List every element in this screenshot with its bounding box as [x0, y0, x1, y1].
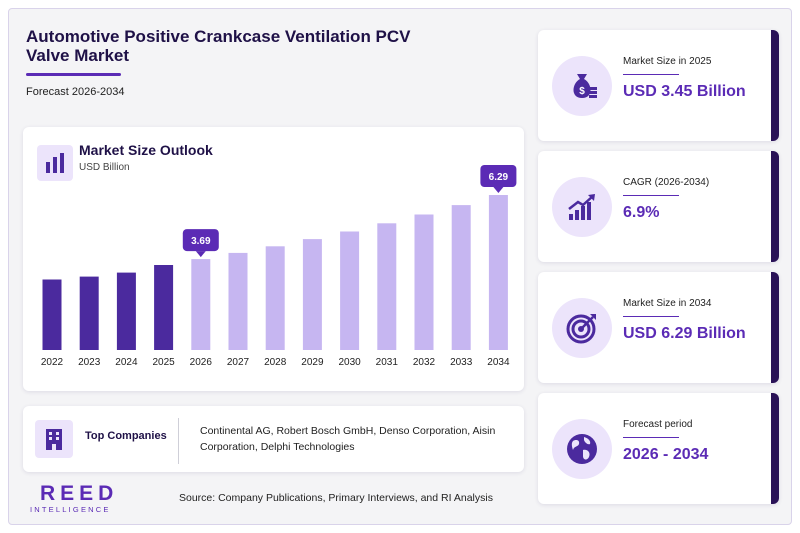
x-tick-label: 2025	[152, 357, 175, 368]
bar-2025	[154, 265, 174, 350]
x-tick-label: 2027	[227, 357, 250, 368]
kpi-underline	[623, 437, 679, 438]
bar-2030	[340, 231, 360, 350]
logo-intelligence: INTELLIGENCE	[30, 505, 111, 514]
data-label: 6.29	[489, 172, 509, 183]
bar-2034	[488, 195, 508, 350]
bar-2032	[414, 214, 434, 350]
title-underline	[26, 73, 121, 76]
data-callout-2026: 3.69	[182, 229, 219, 258]
x-tick-label: 2031	[376, 357, 399, 368]
x-tick-label: 2022	[41, 357, 64, 368]
bar-2026	[191, 259, 211, 350]
logo-reed: REED	[40, 482, 119, 505]
callout-box	[182, 229, 219, 252]
callout-pointer	[493, 187, 504, 193]
page-title: Automotive Positive Crankcase Ventilatio…	[26, 27, 411, 65]
kpi-card-market-size-2034: Market Size in 2034 USD 6.29 Billion	[538, 272, 779, 383]
x-tick-label: 2034	[487, 357, 510, 368]
bar-chart: 2022 2023 2024 2025 2026 2027 2028 2029 2030 2031…	[41, 165, 517, 368]
x-tick-label: 2028	[264, 357, 287, 368]
kpi-label: Market Size in 2025	[623, 56, 712, 67]
data-callout-2034: 6.29	[480, 165, 517, 193]
bar-2023	[79, 276, 99, 350]
money-bag-icon: $	[552, 56, 612, 116]
top-companies-list: Continental AG, Robert Bosch GmbH, Denso…	[200, 425, 496, 453]
divider	[178, 418, 179, 464]
kpi-value: 2026 - 2034	[623, 446, 709, 463]
building-icon	[35, 420, 73, 458]
kpi-underline	[623, 74, 679, 75]
bar-2024	[116, 272, 136, 350]
x-tick-label: 2023	[78, 357, 101, 368]
bar-2029	[302, 239, 322, 350]
kpi-card-market-size-2025: $ Market Size in 2025 USD 3.45 Billion	[538, 30, 779, 141]
x-tick-label: 2032	[413, 357, 436, 368]
chart-card: Market Size Outlook USD Billion 2022 2023…	[23, 127, 524, 391]
x-tick-label: 2033	[450, 357, 473, 368]
kpi-label: Market Size in 2034	[623, 298, 712, 309]
x-tick-label: 2024	[115, 357, 138, 368]
callout-box	[480, 165, 517, 187]
x-tick-label: 2030	[338, 357, 361, 368]
bar-2031	[377, 223, 397, 350]
kpi-card-cagr: CAGR (2026-2034) 6.9%	[538, 151, 779, 262]
kpi-card-forecast-period: Forecast period 2026 - 2034	[538, 393, 779, 504]
source-note: Source: Company Publications, Primary In…	[179, 492, 493, 504]
bar-chart-icon	[37, 145, 73, 181]
kpi-value: USD 6.29 Billion	[623, 325, 746, 342]
callout-pointer	[195, 251, 206, 258]
kpi-accent-bar	[771, 30, 779, 141]
globe-icon	[552, 419, 612, 479]
top-companies-card: Top Companies Continental AG, Robert Bos…	[23, 406, 524, 472]
data-label: 3.69	[191, 236, 211, 247]
bar-2027	[228, 252, 248, 350]
bar-2022	[42, 279, 62, 350]
bar-2033	[451, 205, 471, 350]
x-tick-label: 2026	[190, 357, 213, 368]
kpi-value: 6.9%	[623, 204, 660, 221]
bar-2028	[265, 246, 285, 350]
target-icon	[552, 298, 612, 358]
kpi-underline	[623, 195, 679, 196]
kpi-accent-bar	[771, 151, 779, 262]
kpi-accent-bar	[771, 272, 779, 383]
chart-title: Market Size Outlook	[79, 142, 213, 158]
kpi-value: USD 3.45 Billion	[623, 83, 746, 100]
chart-unit-label: USD Billion	[79, 162, 130, 173]
kpi-label: Forecast period	[623, 419, 693, 430]
kpi-accent-bar	[771, 393, 779, 504]
kpi-label: CAGR (2026-2034)	[623, 177, 710, 188]
kpi-underline	[623, 316, 679, 317]
page-subtitle: Forecast 2026-2034	[26, 86, 125, 98]
growth-chart-icon	[552, 177, 612, 237]
x-tick-label: 2029	[301, 357, 324, 368]
svg-text:$: $	[579, 86, 585, 97]
top-companies-label: Top Companies	[85, 430, 167, 442]
